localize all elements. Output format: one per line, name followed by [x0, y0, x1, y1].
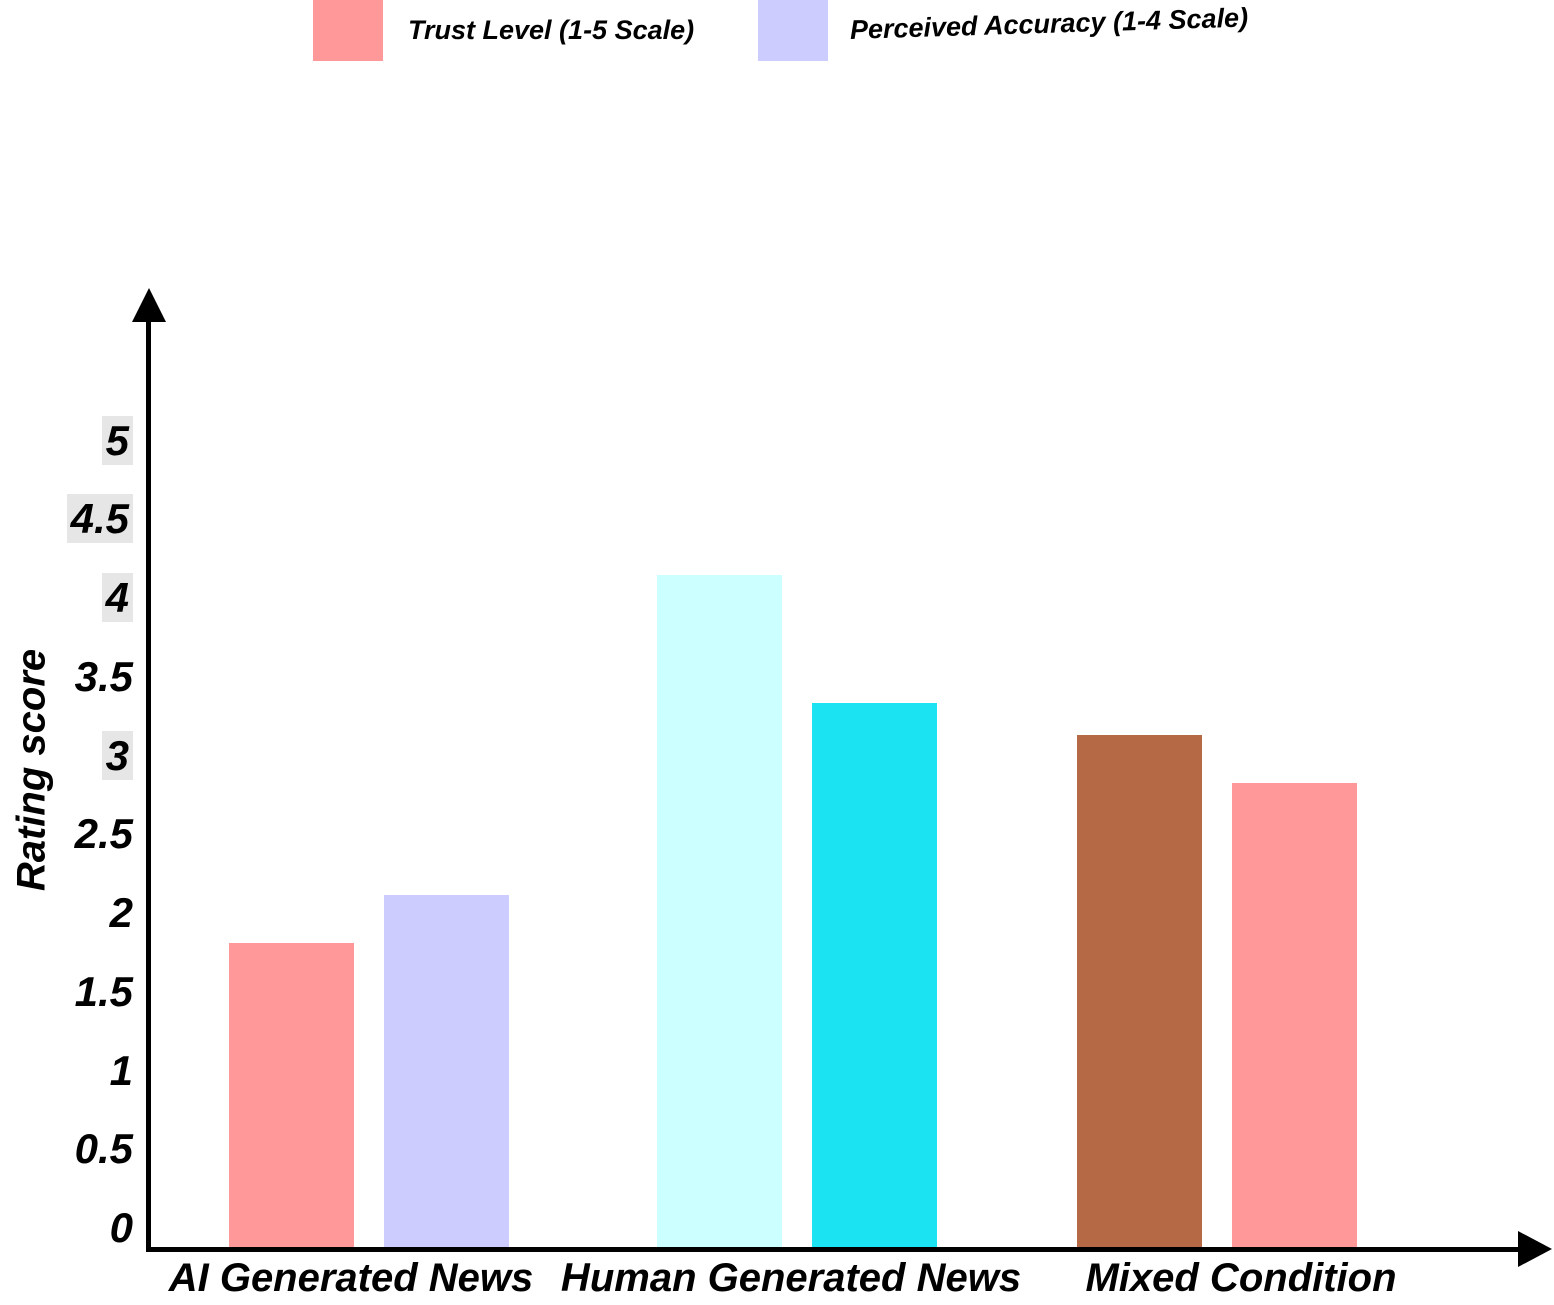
legend-label-trust-level: Trust Level (1-5 Scale): [408, 15, 695, 45]
bar-trust-2: [1076, 735, 1202, 1247]
y-tick-label: 4: [0, 573, 133, 622]
bar-trust-0: [229, 943, 354, 1247]
legend-swatch-perceived-accuracy: [758, 0, 828, 61]
y-axis-line: [146, 316, 151, 1252]
bar-perceived-2: [1231, 783, 1357, 1247]
y-tick-label: 1.5: [74, 967, 133, 1015]
bar-trust-1: [656, 575, 782, 1247]
y-axis-arrowhead-icon: [132, 288, 166, 322]
x-category-label: Human Generated News: [560, 1256, 1022, 1300]
y-tick-label: 3.5: [74, 652, 133, 700]
x-category-label: Mixed Condition: [1085, 1256, 1397, 1300]
y-tick-label: 2: [109, 889, 133, 936]
y-tick-label: 4.5: [0, 494, 133, 544]
bar-perceived-1: [811, 703, 937, 1247]
legend-label-perceived-accuracy: Perceived Accuracy (1-4 Scale): [849, 2, 1249, 45]
legend-swatch-trust-level: [313, 0, 383, 61]
y-tick-label: 5: [0, 415, 133, 465]
y-tick-label: 1: [109, 1046, 133, 1094]
x-category-label: AI Generated News: [168, 1256, 534, 1300]
bar-perceived-0: [384, 895, 509, 1247]
x-axis-line: [146, 1247, 1526, 1252]
y-tick-label: 0.5: [74, 1125, 133, 1173]
y-tick-label: 2.5: [74, 810, 133, 858]
x-axis-arrowhead-icon: [1518, 1231, 1552, 1267]
y-tick-label: 3: [0, 730, 133, 780]
y-tick-label: 0: [109, 1204, 133, 1251]
